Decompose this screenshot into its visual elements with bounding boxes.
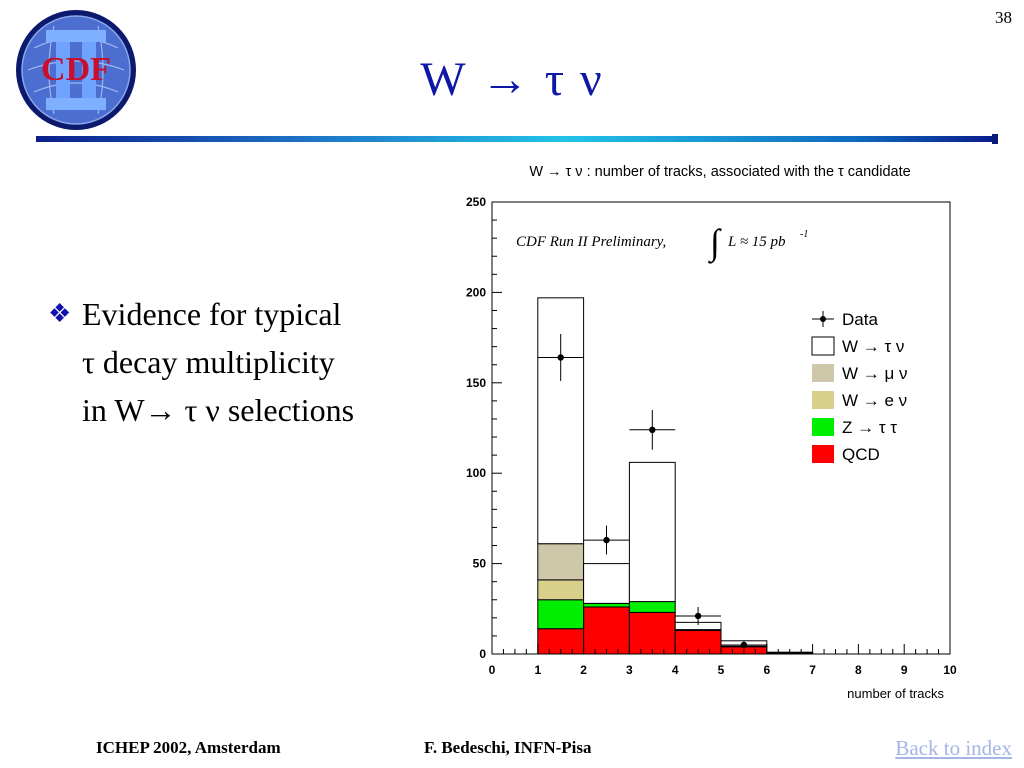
y-tick-label-4: 200 xyxy=(466,285,486,299)
title-rule xyxy=(36,136,998,142)
x-tick-label-3: 3 xyxy=(626,663,633,677)
chart-title: W → τ ν : number of tracks, associated w… xyxy=(529,164,910,180)
diamond-bullet-icon: ❖ xyxy=(48,299,72,328)
footer-author: F. Bedeschi, INFN-Pisa xyxy=(424,738,592,757)
x-tick-label-6: 6 xyxy=(763,663,770,677)
footer-conference: ICHEP 2002, Amsterdam xyxy=(96,738,281,757)
slide-title: W → τ ν xyxy=(420,53,604,106)
legend-label-data: Data xyxy=(842,310,878,329)
title-rule-end xyxy=(992,134,998,144)
bullet-block: ❖ Evidence for typical τ decay multiplic… xyxy=(48,290,448,434)
bullet-line-2: τ decay multiplicity xyxy=(82,344,335,380)
bar-4-1 xyxy=(583,563,630,604)
y-tick-label-5: 250 xyxy=(466,195,486,209)
bar-2-0 xyxy=(537,579,585,601)
bullet-line-1: Evidence for typical xyxy=(82,296,342,332)
legend-swatch-0 xyxy=(812,445,834,463)
legend-label-4: W → τ ν xyxy=(842,337,904,356)
legend-swatch-2 xyxy=(812,391,834,409)
bar-1-2 xyxy=(628,601,676,613)
bar-0-2 xyxy=(628,611,676,655)
bar-3-0 xyxy=(537,543,585,581)
legend-swatch-4 xyxy=(811,336,835,356)
bar-4-2 xyxy=(628,461,676,603)
y-tick-label-1: 50 xyxy=(473,557,487,571)
x-tick-label-2: 2 xyxy=(580,663,587,677)
legend-swatch-1 xyxy=(812,418,834,436)
y-tick-label-3: 150 xyxy=(466,376,486,390)
legend-label-0: QCD xyxy=(842,445,880,464)
data-point-0 xyxy=(557,354,564,361)
x-tick-label-1: 1 xyxy=(534,663,541,677)
x-tick-label-0: 0 xyxy=(489,663,496,677)
legend-label-3: W → μ ν xyxy=(842,364,908,383)
luminosity-exponent: -1 xyxy=(800,229,808,240)
x-tick-label-9: 9 xyxy=(901,663,908,677)
legend-data-marker xyxy=(820,316,826,322)
data-point-3 xyxy=(694,612,702,620)
x-tick-label-7: 7 xyxy=(809,663,816,677)
x-tick-label-5: 5 xyxy=(718,663,725,677)
y-tick-label-2: 100 xyxy=(466,466,486,480)
chart-annotation: CDF Run II Preliminary, xyxy=(516,234,666,250)
data-point-2 xyxy=(649,426,656,434)
legend-swatch-3 xyxy=(812,364,834,382)
logo-text: CDF xyxy=(41,51,111,88)
x-tick-label-4: 4 xyxy=(672,663,679,677)
bar-0-1 xyxy=(583,606,630,655)
data-point-4 xyxy=(740,641,748,649)
integral-icon: ∫ xyxy=(708,222,722,264)
back-to-index-link[interactable]: Back to index xyxy=(895,736,1012,760)
x-tick-label-10: 10 xyxy=(943,663,957,677)
y-tick-label-0: 0 xyxy=(479,647,486,661)
x-axis-label: number of tracks xyxy=(847,686,944,701)
slide-number: 38 xyxy=(995,8,1012,27)
bar-1-1 xyxy=(583,602,630,608)
track-multiplicity-chart: W → τ ν : number of tracks, associated w… xyxy=(466,164,957,701)
cdf-logo: CDF xyxy=(16,10,136,130)
data-point-1 xyxy=(603,536,610,544)
luminosity-label: L ≈ 15 pb xyxy=(727,234,786,250)
x-tick-label-8: 8 xyxy=(855,663,862,677)
bullet-line-3: in W→ τ ν selections xyxy=(82,392,355,428)
bar-1-0 xyxy=(537,599,585,630)
legend-label-1: Z → τ τ xyxy=(842,418,897,437)
legend-label-2: W → e ν xyxy=(842,391,907,410)
